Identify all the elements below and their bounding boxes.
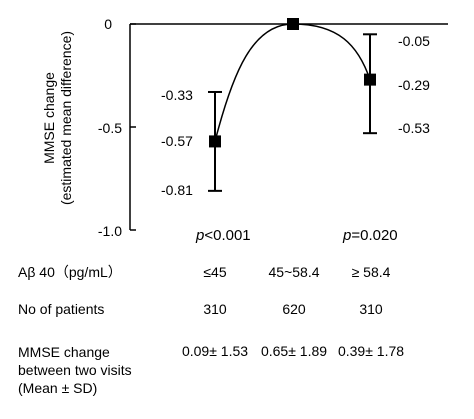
abeta-row-label: Aβ 40（pg/mL） <box>18 264 122 280</box>
mmse-value: 0.39± 1.78 <box>337 343 405 359</box>
data-label-mean: -0.57 <box>161 133 193 149</box>
data-point-marker <box>287 18 299 30</box>
abeta-value: ≥ 58.4 <box>351 264 391 280</box>
patients-value: 620 <box>282 301 306 317</box>
mmse-row-label: MMSE change between two visits (Mean ± S… <box>18 343 132 397</box>
y-tick-label: -1.0 <box>97 223 122 239</box>
mmse-row-label-line3: (Mean ± SD) <box>18 380 98 396</box>
patients-value: 310 <box>203 301 227 317</box>
data-markers <box>209 18 376 148</box>
series-curve <box>214 23 371 142</box>
mmse-row-label-line1: MMSE change <box>18 344 110 360</box>
p-value-2: p=0.020 <box>343 227 398 244</box>
data-label-upper: -0.33 <box>161 87 193 103</box>
chart-canvas <box>129 18 448 231</box>
data-point-marker <box>209 135 221 148</box>
y-tick-label: -0.5 <box>97 120 122 136</box>
mmse-value: 0.09± 1.53 <box>181 343 249 359</box>
mmse-value: 0.65± 1.89 <box>260 343 328 359</box>
data-label-upper: -0.05 <box>398 33 430 49</box>
data-point-marker <box>364 73 376 86</box>
data-label-mean: -0.29 <box>398 77 430 93</box>
data-label-lower: -0.53 <box>398 120 430 136</box>
y-axis-label: MMSE change (estimated mean difference) <box>41 31 75 205</box>
data-label-lower: -0.81 <box>161 182 193 198</box>
patients-value: 310 <box>359 301 383 317</box>
y-tick-label: 0 <box>104 16 112 32</box>
y-axis-label-line1: MMSE change <box>41 72 57 164</box>
patients-row-label: No of patients <box>18 301 105 317</box>
error-bars <box>208 33 377 192</box>
y-axis-label-line2: (estimated mean difference) <box>58 30 74 206</box>
abeta-value: ≤45 <box>203 264 227 280</box>
mmse-row-label-line2: between two visits <box>18 362 132 378</box>
p-value-1: p<0.001 <box>196 227 251 244</box>
abeta-value: 45~58.4 <box>268 264 320 280</box>
y-tick-marks <box>130 23 136 231</box>
